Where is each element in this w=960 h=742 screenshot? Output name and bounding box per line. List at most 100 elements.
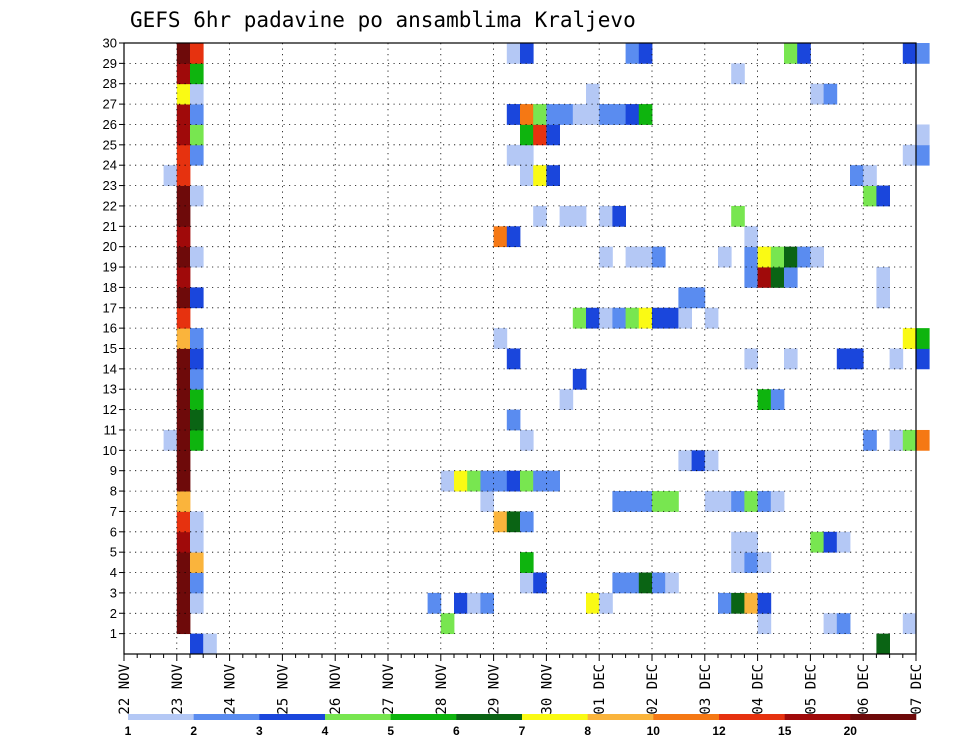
heatmap-cell [731, 592, 745, 614]
heatmap-cell [506, 409, 521, 431]
heatmap-cell [520, 144, 534, 166]
heatmap-cell [586, 307, 600, 329]
y-tick-label: 13 [103, 382, 117, 397]
x-tick-label: 01 DEC [592, 664, 608, 715]
heatmap-cell [744, 531, 758, 553]
heatmap-cell [163, 165, 178, 186]
heatmap-cell [586, 104, 600, 125]
heatmap-cell [836, 613, 851, 635]
colorbar-swatch [325, 714, 391, 720]
heatmap-cell [823, 531, 838, 553]
heatmap-cell [520, 470, 534, 492]
y-tick-label: 9 [110, 463, 117, 478]
heatmap-cell [665, 307, 679, 329]
heatmap-cell [176, 450, 191, 472]
x-tick-label: 05 DEC [803, 664, 819, 715]
heatmap-cell [176, 511, 191, 533]
heatmap-cell [506, 104, 521, 125]
heatmap-cell [744, 491, 758, 512]
heatmap-cell [863, 429, 877, 451]
colorbar-swatch [456, 714, 523, 720]
heatmap-cell [454, 592, 468, 614]
heatmap-cell [467, 470, 481, 492]
heatmap-cell [678, 450, 692, 472]
heatmap-cell [836, 531, 851, 553]
colorbar-label: 5 [387, 724, 394, 738]
heatmap-cell [638, 491, 653, 512]
y-tick-label: 20 [103, 239, 117, 254]
heatmap-cell [638, 246, 653, 268]
colorbar-swatch [390, 714, 457, 720]
heatmap-cell [520, 552, 534, 573]
colorbar-swatch [259, 714, 326, 720]
heatmap-cell [190, 389, 204, 410]
y-tick-label: 6 [110, 524, 117, 539]
heatmap-cell [876, 185, 890, 207]
heatmap-cell [176, 226, 191, 248]
heatmap-cell [612, 205, 626, 227]
heatmap-cell [599, 307, 613, 329]
heatmap-cell [190, 429, 204, 451]
colorbar-swatch [522, 714, 588, 720]
heatmap-cell [691, 450, 706, 472]
y-tick-label: 19 [103, 260, 117, 275]
heatmap-cell [652, 491, 666, 512]
heatmap-cell [454, 470, 468, 492]
colorbar-label: 20 [844, 724, 858, 738]
y-tick-label: 11 [104, 422, 118, 437]
heatmap-cell [533, 572, 547, 594]
heatmap-cell [916, 348, 930, 370]
heatmap-cell [190, 328, 204, 349]
heatmap-cell [520, 165, 534, 186]
heatmap-cell [506, 348, 521, 370]
heatmap-cell [480, 470, 494, 492]
x-tick-label: 25 NOV [275, 663, 291, 714]
y-tick-label: 2 [110, 606, 117, 621]
heatmap-cell [665, 572, 679, 594]
y-tick-label: 26 [103, 117, 117, 132]
heatmap-cell [744, 226, 758, 248]
heatmap-cell [586, 592, 600, 614]
heatmap-cell [638, 307, 653, 329]
heatmap-cell [691, 287, 706, 309]
heatmap-cell [625, 104, 640, 125]
x-tick-label: 30 NOV [539, 663, 555, 714]
colorbar-legend: 1 2 3 4 5 6 7 8 10 12 15 20 [125, 714, 917, 738]
heatmap-cell [176, 185, 191, 207]
x-tick-label: 28 NOV [434, 663, 450, 714]
heatmap-cell [889, 429, 904, 451]
heatmap-cell [744, 348, 758, 370]
heatmap-cell [520, 429, 534, 451]
heatmap-cell [480, 592, 494, 614]
heatmap-cell [902, 613, 917, 635]
y-tick-label: 3 [110, 585, 117, 600]
heatmap-cell [190, 572, 204, 594]
heatmap-cell [718, 491, 732, 512]
heatmap-cell [678, 287, 692, 309]
heatmap-cell [810, 246, 824, 268]
heatmap-cell [440, 613, 455, 635]
heatmap-cell [638, 43, 653, 64]
x-tick-label: 22 NOV [117, 663, 133, 714]
y-tick-label: 23 [103, 178, 117, 193]
colorbar-swatch [193, 714, 260, 720]
y-tick-label: 24 [103, 158, 117, 173]
heatmap-cell [190, 83, 204, 105]
heatmap-cell [190, 185, 204, 207]
y-tick-label: 14 [103, 361, 117, 376]
y-tick-label: 10 [103, 443, 117, 458]
heatmap-cell [757, 267, 772, 288]
heatmap-cell [731, 63, 745, 85]
heatmap-cell [493, 470, 508, 492]
colorbar-label: 6 [453, 724, 460, 738]
heatmap-cell [520, 511, 534, 533]
heatmap-cell [718, 592, 732, 614]
heatmap-cell [572, 368, 587, 390]
heatmap-cell [190, 124, 204, 146]
heatmap-cell [176, 144, 191, 166]
heatmap-cell [757, 246, 772, 268]
heatmap-cell [506, 144, 521, 166]
heatmap-cell [467, 592, 481, 614]
heatmap-cell [784, 43, 798, 64]
